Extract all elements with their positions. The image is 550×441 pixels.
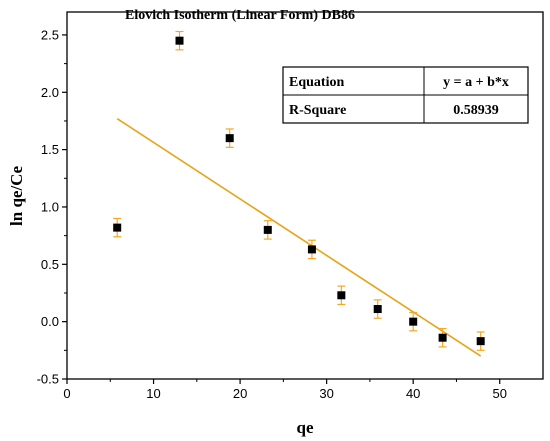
y-tick-label: 2.5 [41, 27, 59, 42]
data-point-group [113, 217, 122, 238]
data-point-group [263, 220, 272, 240]
x-axis-label: qe [297, 418, 314, 437]
stats-label-rsquare: R-Square [289, 103, 346, 118]
x-tick-label: 10 [146, 386, 160, 401]
data-point [476, 337, 485, 346]
data-point-group [175, 30, 184, 51]
stats-table: Equation y = a + b*x R-Square 0.58939 [282, 66, 529, 124]
data-point [373, 305, 382, 314]
y-tick-label: 1.0 [41, 199, 59, 214]
data-point-group [373, 299, 382, 319]
y-tick-label: 0.5 [41, 257, 59, 272]
y-axis-label: ln qe/Ce [7, 166, 26, 226]
x-tick-label: 0 [63, 386, 70, 401]
y-tick-label: -0.5 [37, 372, 59, 387]
data-point [263, 225, 272, 234]
x-tick-label: 20 [233, 386, 247, 401]
data-point-group [476, 331, 485, 351]
x-tick-label: 30 [319, 386, 333, 401]
y-tick-label: 1.5 [41, 142, 59, 157]
x-tick-label: 50 [492, 386, 506, 401]
data-point [175, 36, 184, 45]
data-point-group [337, 285, 346, 306]
stats-value-rsquare: 0.58939 [453, 103, 499, 118]
stats-value-equation: y = a + b*x [443, 75, 509, 90]
data-point [225, 134, 234, 143]
data-point [438, 333, 447, 342]
y-tick-label: 0.0 [41, 314, 59, 329]
chart-title: Elovich Isotherm (Linear Form) DB86 [125, 8, 355, 23]
stats-label-equation: Equation [289, 75, 344, 90]
data-point-group [225, 128, 234, 148]
data-point [337, 291, 346, 300]
plot-frame [66, 11, 544, 380]
data-point [307, 245, 316, 254]
data-point-group [307, 239, 316, 260]
data-point-group [409, 311, 418, 332]
data-point [113, 223, 122, 232]
fit-line [116, 117, 482, 357]
data-point [409, 317, 418, 326]
x-tick-label: 40 [406, 386, 420, 401]
y-tick-label: 2.0 [41, 85, 59, 100]
data-point-group [438, 327, 447, 348]
